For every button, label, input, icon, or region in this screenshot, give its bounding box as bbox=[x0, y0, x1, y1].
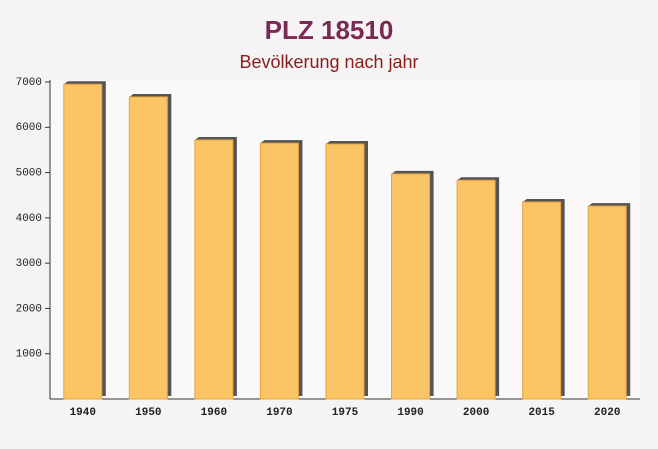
bar bbox=[128, 96, 168, 400]
bar bbox=[522, 201, 562, 400]
bar bbox=[259, 142, 299, 400]
chart-title: PLZ 18510 bbox=[265, 15, 394, 45]
x-tick-label: 1990 bbox=[397, 407, 423, 419]
bar bbox=[456, 179, 496, 400]
y-tick-label: 1000 bbox=[16, 349, 42, 361]
bar bbox=[63, 83, 103, 400]
x-tick-label: 2020 bbox=[594, 407, 620, 419]
y-tick-label: 5000 bbox=[16, 167, 42, 179]
x-tick-label: 2000 bbox=[463, 407, 489, 419]
x-tick-label: 1975 bbox=[332, 407, 359, 419]
bar bbox=[325, 143, 365, 400]
y-tick-label: 6000 bbox=[16, 122, 42, 134]
chart-subtitle: Bevölkerung nach jahr bbox=[239, 52, 418, 72]
x-tick-label: 1960 bbox=[201, 407, 227, 419]
bar bbox=[587, 205, 627, 400]
x-tick-label: 1950 bbox=[135, 407, 161, 419]
y-tick-label: 2000 bbox=[16, 303, 42, 315]
bar bbox=[194, 139, 234, 400]
y-tick-label: 4000 bbox=[16, 213, 42, 225]
bar bbox=[391, 173, 431, 400]
x-tick-label: 1970 bbox=[266, 407, 292, 419]
x-tick-label: 1940 bbox=[70, 407, 96, 419]
y-tick-label: 3000 bbox=[16, 258, 42, 270]
x-tick-label: 2015 bbox=[528, 407, 555, 419]
y-tick-label: 7000 bbox=[16, 77, 42, 89]
